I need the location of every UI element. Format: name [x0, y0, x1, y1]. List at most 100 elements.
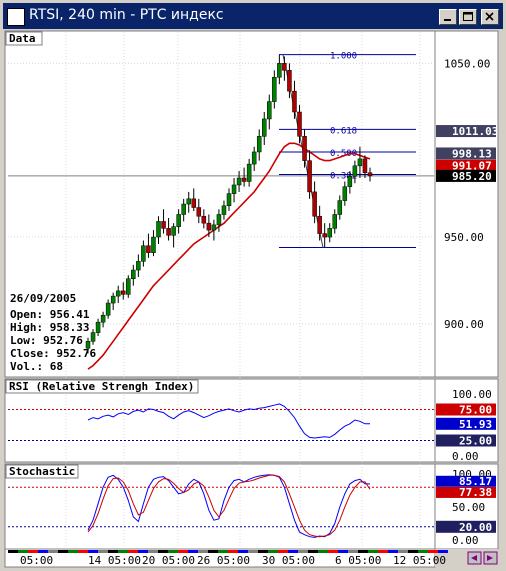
nav-corner: [435, 549, 498, 567]
title-bar[interactable]: RTSI, 240 min - РТС индекс: [3, 3, 503, 29]
fib-level-label: 0.382: [330, 172, 357, 182]
date-strip-segment: [288, 550, 298, 553]
date-strip-segment: [38, 550, 48, 553]
candle-body: [166, 228, 171, 236]
ohlc-info: 26/09/2005 Open: 956.41 High: 958.33 Low…: [10, 292, 96, 373]
date-strip-segment: [258, 550, 268, 553]
price-box: [436, 159, 496, 172]
date-strip-segment: [158, 550, 168, 553]
price-panel-label-box: [5, 31, 43, 46]
candle-body: [231, 184, 237, 194]
price-box: [436, 125, 496, 138]
candle-body: [171, 226, 176, 236]
candle-body: [246, 163, 252, 182]
candle-body: [256, 136, 262, 153]
indicator-tick-label: 0.00: [452, 450, 479, 463]
date-strip-segment: [408, 550, 418, 553]
date-strip-segment: [358, 550, 368, 553]
level-box: [436, 403, 496, 416]
x-tick-label: 20 05:00: [142, 554, 195, 567]
candle-body: [226, 193, 232, 207]
candle-body: [121, 290, 126, 295]
level-box: [436, 434, 496, 447]
date-strip-segment: [378, 550, 388, 553]
candle-body: [282, 63, 287, 71]
date-strip-segment: [418, 550, 428, 553]
level-box-label: 20.00: [459, 521, 492, 534]
candle-body: [181, 203, 186, 215]
candle-body: [105, 302, 111, 316]
candle-body: [95, 321, 101, 333]
price-tick-label: 900.00: [444, 318, 484, 331]
candle-body: [115, 290, 121, 297]
candle-body: [201, 215, 207, 224]
candle-body: [206, 222, 212, 231]
info-low: Low: 952.76: [10, 334, 83, 347]
x-tick-label: 26 05:00: [197, 554, 250, 567]
candle-body: [131, 269, 136, 279]
candle-body: [236, 177, 242, 186]
date-strip-segment: [128, 550, 138, 553]
date-strip-segment: [138, 550, 148, 553]
price-box: [436, 147, 496, 160]
price-box: [436, 169, 496, 182]
date-strip-segment: [88, 550, 98, 553]
x-tick-label: 05:00: [20, 554, 53, 567]
x-tick-label: 6 05:00: [335, 554, 381, 567]
date-strip-segment: [318, 550, 328, 553]
price-box-label: 991.07: [452, 160, 492, 173]
date-strip-segment: [78, 550, 88, 553]
candle-body: [332, 214, 337, 229]
date-strip-segment: [338, 550, 348, 553]
candle-body: [191, 198, 196, 208]
candle-body: [277, 63, 282, 78]
price-box-label: 1011.03: [452, 125, 498, 138]
price-tick-label: 1050.00: [444, 57, 490, 70]
date-strip-segment: [308, 550, 318, 553]
date-strip-segment: [268, 550, 278, 553]
date-strip-segment: [298, 550, 308, 553]
candle-body: [267, 101, 272, 120]
maximize-icon: [463, 12, 473, 21]
date-strip-segment: [228, 550, 238, 553]
price-axis: [434, 30, 499, 378]
moving-average-line: [87, 142, 371, 370]
candle-body: [357, 158, 363, 167]
date-strip-segment: [238, 550, 248, 553]
stoch-panel-label-box: [5, 464, 79, 479]
candle-body: [221, 205, 227, 215]
rsi-current-box: [436, 417, 496, 430]
date-strip-segment: [148, 550, 158, 553]
arrow-right-icon: [487, 555, 493, 561]
minimize-button[interactable]: [439, 9, 457, 25]
date-strip-segment: [118, 550, 128, 553]
level-box-label: 75.00: [459, 404, 492, 417]
date-strip-segment: [68, 550, 78, 553]
candle-body: [317, 215, 322, 234]
stoch-current-label: 77.38: [459, 486, 492, 499]
stoch-current-label: 85.17: [459, 475, 492, 488]
arrow-left-icon: [471, 555, 477, 561]
level-box: [436, 520, 496, 533]
date-strip-segment: [278, 550, 288, 553]
candle-body: [196, 207, 202, 217]
candle-body: [216, 214, 222, 226]
fib-level-label: 0.500: [330, 149, 357, 159]
window-title: RTSI, 240 min - РТС индекс: [29, 7, 224, 23]
candle-body: [156, 221, 161, 238]
candle-body: [211, 224, 217, 231]
level-box-label: 25.00: [459, 435, 492, 448]
date-strip-segment: [428, 550, 438, 553]
date-strip-segment: [328, 550, 338, 553]
rsi-panel-label-box: [5, 379, 199, 394]
candle-body: [136, 261, 141, 271]
price-panel[interactable]: [4, 30, 436, 378]
candle-body: [141, 245, 146, 262]
maximize-button[interactable]: [459, 9, 477, 25]
close-button[interactable]: [481, 9, 499, 25]
close-icon: [485, 12, 494, 21]
price-box-label: 985.20: [452, 170, 492, 183]
x-tick-label: 30 05:00: [262, 554, 315, 567]
date-strip-segment: [8, 550, 18, 553]
